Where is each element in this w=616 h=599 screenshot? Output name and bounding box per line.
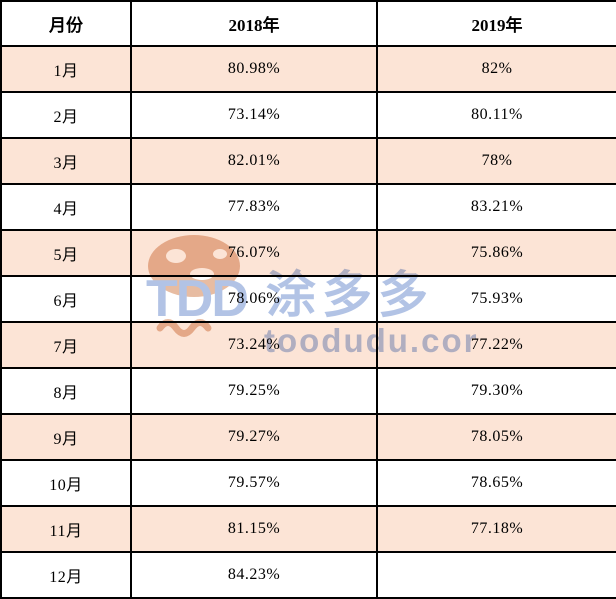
month-cell: 12月	[0, 551, 132, 599]
table-row: 2月 73.14% 80.11%	[0, 91, 616, 139]
header-2018: 2018年	[130, 0, 378, 47]
month-cell: 4月	[0, 183, 132, 231]
header-row: 月份 2018年 2019年	[0, 0, 616, 47]
table-body: 1月 80.98% 82% 2月 73.14% 80.11% 3月 82.01% 78% 4月 77…	[0, 45, 616, 599]
month-cell: 2月	[0, 91, 132, 139]
value-cell: 79.57%	[130, 459, 378, 507]
value-cell: 78.65%	[376, 459, 616, 507]
value-cell	[376, 551, 616, 599]
month-cell: 7月	[0, 321, 132, 369]
value-cell: 78.05%	[376, 413, 616, 461]
month-cell: 8月	[0, 367, 132, 415]
month-cell: 5月	[0, 229, 132, 277]
value-cell: 75.86%	[376, 229, 616, 277]
table-row: 4月 77.83% 83.21%	[0, 183, 616, 231]
table-row: 1月 80.98% 82%	[0, 45, 616, 93]
table-row: 5月 76.07% 75.86%	[0, 229, 616, 277]
table-row: 9月 79.27% 78.05%	[0, 413, 616, 461]
table-row: 12月 84.23%	[0, 551, 616, 599]
value-cell: 80.98%	[130, 45, 378, 93]
value-cell: 82%	[376, 45, 616, 93]
value-cell: 75.93%	[376, 275, 616, 323]
table-row: 11月 81.15% 77.18%	[0, 505, 616, 553]
value-cell: 76.07%	[130, 229, 378, 277]
table-row: 3月 82.01% 78%	[0, 137, 616, 185]
month-cell: 10月	[0, 459, 132, 507]
value-cell: 84.23%	[130, 551, 378, 599]
value-cell: 79.25%	[130, 367, 378, 415]
value-cell: 77.83%	[130, 183, 378, 231]
table-row: 10月 79.57% 78.65%	[0, 459, 616, 507]
value-cell: 73.14%	[130, 91, 378, 139]
value-cell: 80.11%	[376, 91, 616, 139]
value-cell: 81.15%	[130, 505, 378, 553]
value-cell: 79.27%	[130, 413, 378, 461]
month-cell: 3月	[0, 137, 132, 185]
value-cell: 82.01%	[130, 137, 378, 185]
header-2019: 2019年	[376, 0, 616, 47]
header-month: 月份	[0, 0, 132, 47]
value-cell: 78%	[376, 137, 616, 185]
month-cell: 9月	[0, 413, 132, 461]
month-cell: 6月	[0, 275, 132, 323]
table-row: 8月 79.25% 79.30%	[0, 367, 616, 415]
value-cell: 79.30%	[376, 367, 616, 415]
table-row: 7月 73.24% 77.22%	[0, 321, 616, 369]
month-cell: 11月	[0, 505, 132, 553]
value-cell: 77.22%	[376, 321, 616, 369]
value-cell: 77.18%	[376, 505, 616, 553]
table-row: 6月 78.06% 75.93%	[0, 275, 616, 323]
value-cell: 73.24%	[130, 321, 378, 369]
value-cell: 83.21%	[376, 183, 616, 231]
month-cell: 1月	[0, 45, 132, 93]
value-cell: 78.06%	[130, 275, 378, 323]
